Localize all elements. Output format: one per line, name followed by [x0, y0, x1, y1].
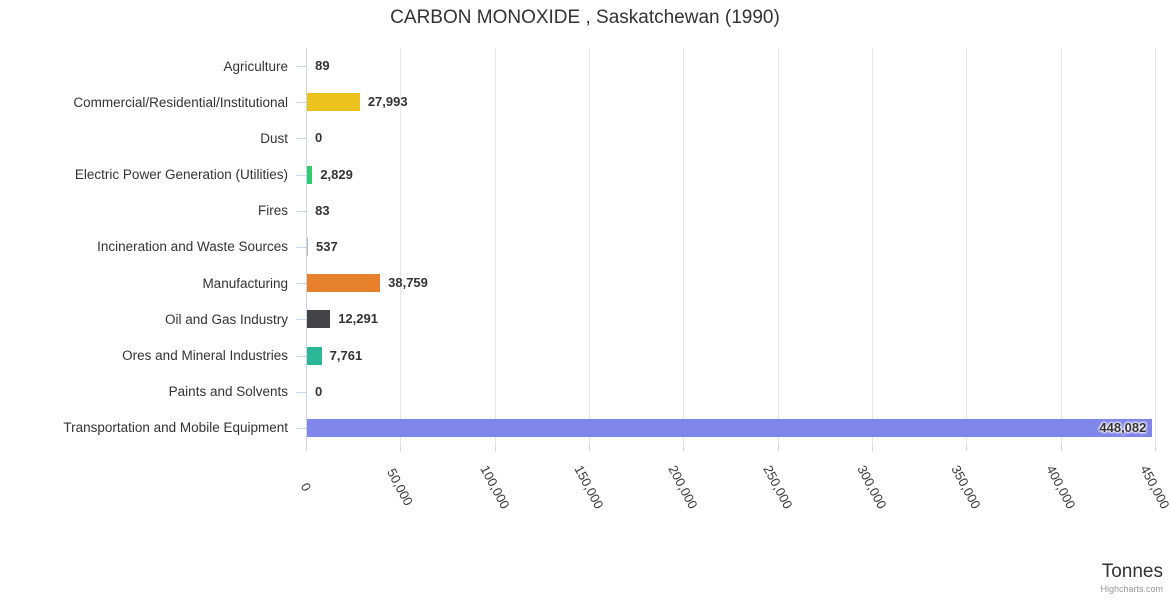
x-axis-tick-label-text: 0	[297, 480, 315, 494]
value-label: 12,291	[338, 311, 378, 327]
gridline	[494, 48, 496, 446]
x-axis-tick-label-text: 450,000	[1137, 462, 1170, 512]
chart-row: Paints and Solvents 0	[0, 374, 1170, 410]
value-label: 83	[315, 202, 330, 218]
gridline	[1155, 48, 1156, 446]
category-label: Oil and Gas Industry	[164, 311, 288, 327]
category-label: Manufacturing	[202, 275, 288, 291]
chart-row: Dust 0	[0, 120, 1170, 156]
value-label: 89	[315, 58, 330, 74]
gridline	[400, 48, 402, 446]
x-axis-tick	[777, 446, 779, 451]
x-axis-tick	[494, 446, 496, 451]
category-tick	[296, 174, 306, 176]
x-axis-tick-label-text: 50,000	[384, 465, 417, 509]
x-axis-title: Tonnes	[1101, 561, 1163, 582]
x-axis-tick-label-text: 350,000	[948, 462, 984, 512]
y-axis-line	[306, 48, 307, 446]
bar-rows: Agriculture 89 Commercial/Residential/Inst…	[0, 48, 1170, 446]
category-label: Fires	[258, 203, 288, 219]
x-axis-tick-label-text: 400,000	[1043, 462, 1079, 512]
x-axis-tick-label-text: 150,000	[571, 462, 607, 512]
x-axis-tick-label-text: 100,000	[477, 462, 513, 512]
chart-row: Commercial/Residential/Institutional 27,9…	[0, 84, 1170, 120]
category-tick	[296, 246, 306, 248]
x-axis-tick	[400, 446, 402, 451]
value-label: 38,759	[388, 275, 428, 291]
category-tick	[296, 66, 306, 68]
chart-row: Manufacturing 38,759	[0, 265, 1170, 301]
bar[interactable]	[307, 346, 322, 365]
category-tick	[296, 138, 306, 140]
value-label: 0	[315, 130, 323, 146]
x-axis-tick-label-text: 300,000	[854, 462, 890, 512]
gridline	[1060, 48, 1062, 446]
chart-row: Transportation and Mobile Equipment 448,0…	[0, 410, 1170, 446]
gridline	[872, 48, 873, 446]
x-axis-tick	[966, 446, 968, 451]
bar[interactable]	[307, 274, 381, 293]
bar[interactable]	[307, 165, 313, 184]
chart-row: Oil and Gas Industry 12,291	[0, 301, 1170, 337]
category-label: Transportation and Mobile Equipment	[63, 420, 288, 436]
category-label: Paints and Solvents	[168, 384, 288, 400]
bar[interactable]	[307, 418, 1153, 437]
category-tick	[296, 355, 306, 357]
category-tick	[296, 102, 306, 104]
gridline	[966, 48, 968, 446]
x-axis-tick	[872, 446, 873, 451]
category-label: Dust	[260, 130, 288, 146]
chart-row: Agriculture 89	[0, 48, 1170, 84]
category-label: Commercial/Residential/Institutional	[73, 94, 288, 110]
chart-row: Ores and Mineral Industries 7,761	[0, 337, 1170, 373]
x-axis-tick	[589, 446, 590, 451]
gridline	[683, 48, 685, 446]
x-axis-tick	[1060, 446, 1062, 451]
category-tick	[296, 210, 306, 212]
bar[interactable]	[307, 237, 308, 256]
category-label: Agriculture	[223, 58, 288, 74]
category-tick	[296, 391, 306, 393]
chart-row: Electric Power Generation (Utilities) 2,8…	[0, 157, 1170, 193]
category-label: Incineration and Waste Sources	[97, 239, 288, 255]
category-label: Ores and Mineral Industries	[122, 348, 288, 364]
x-axis-tick	[683, 446, 685, 451]
x-axis-tick-label-text: 250,000	[760, 462, 796, 512]
value-label: 537	[316, 238, 338, 254]
bar[interactable]	[307, 310, 331, 329]
category-tick	[296, 283, 306, 285]
category-tick	[296, 319, 306, 321]
gridline	[589, 48, 590, 446]
value-label: 0	[315, 383, 323, 399]
value-label: 448,082	[1099, 419, 1147, 435]
value-label: 27,993	[367, 94, 408, 110]
x-axis-tick	[1155, 446, 1156, 451]
x-axis-tick-label-text: 200,000	[665, 462, 701, 512]
bar[interactable]	[307, 93, 360, 112]
category-tick	[296, 427, 306, 429]
chart-title: CARBON MONOXIDE , Saskatchewan (1990)	[390, 7, 780, 28]
x-axis-tick	[306, 446, 307, 451]
highcharts-credit-link[interactable]: Highcharts.com	[1100, 584, 1163, 594]
plot-area	[306, 48, 1156, 451]
gridline	[777, 48, 779, 446]
chart-row: Fires 83	[0, 193, 1170, 229]
chart-row: Incineration and Waste Sources 537	[0, 229, 1170, 265]
value-label: 7,761	[329, 347, 363, 363]
value-label: 2,829	[320, 166, 353, 182]
category-label: Electric Power Generation (Utilities)	[74, 167, 288, 183]
